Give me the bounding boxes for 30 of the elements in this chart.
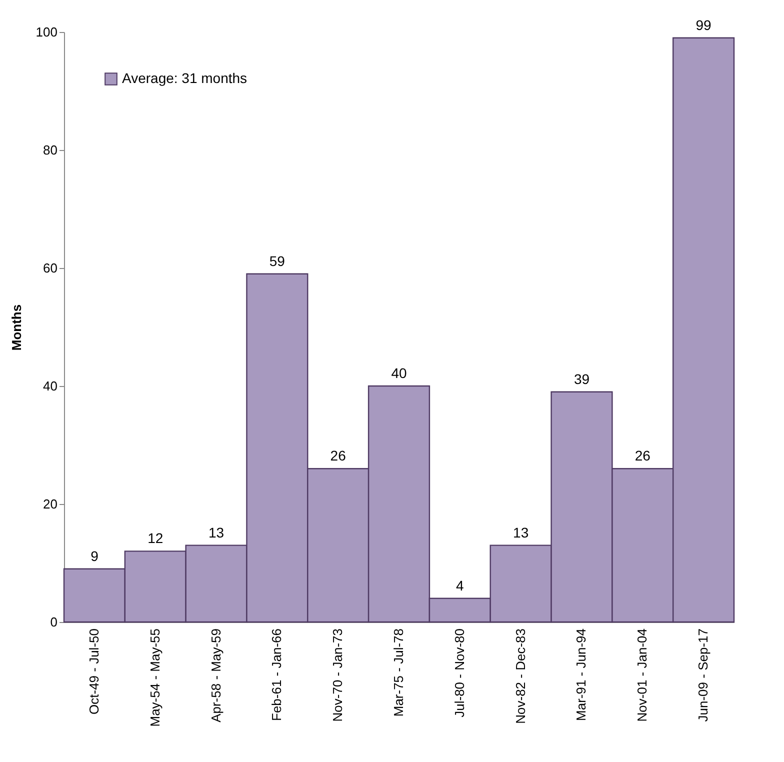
data-label: 12: [148, 530, 164, 546]
data-label: 99: [696, 16, 712, 33]
y-tick-label: 100: [36, 24, 58, 40]
x-tick-label: Apr-58 - May-59: [208, 628, 224, 722]
data-label: 4: [456, 577, 464, 594]
x-tick-label: Nov-70 - Jan-73: [330, 628, 346, 722]
x-tick-label: May-54 - May-55: [147, 628, 162, 727]
legend-label: Average: 31 months: [122, 70, 248, 86]
x-tick-label: Mar-91 - Jun-94: [574, 628, 589, 721]
x-tick-label: Mar-75 - Jul-78: [391, 628, 406, 717]
y-tick-label: 40: [43, 378, 58, 394]
data-label: 26: [634, 448, 651, 464]
x-tick-label: Nov-01 - Jan-04: [634, 628, 650, 722]
x-tick-label: Feb-61 - Jan-66: [269, 628, 284, 721]
x-tick-label: Nov-82 - Dec-83: [512, 628, 528, 724]
data-label: 40: [391, 365, 407, 381]
x-tick-label: Jun-09 - Sep-17: [696, 628, 711, 722]
data-label: 39: [574, 370, 590, 387]
data-label: 9: [90, 548, 99, 564]
data-label: 59: [269, 252, 286, 269]
data-label: 26: [330, 448, 346, 464]
y-tick-label: 20: [43, 496, 58, 512]
data-label: 13: [513, 524, 529, 540]
y-tick-label: 80: [43, 142, 58, 158]
y-tick-label: 0: [50, 614, 58, 630]
x-tick-label: Jul-80 - Nov-80: [452, 628, 467, 718]
y-axis-title: Months: [8, 304, 24, 351]
data-label: 13: [208, 524, 224, 540]
x-tick-label: Oct-49 - Jul-50: [86, 628, 102, 714]
y-tick-label: 60: [43, 260, 58, 276]
